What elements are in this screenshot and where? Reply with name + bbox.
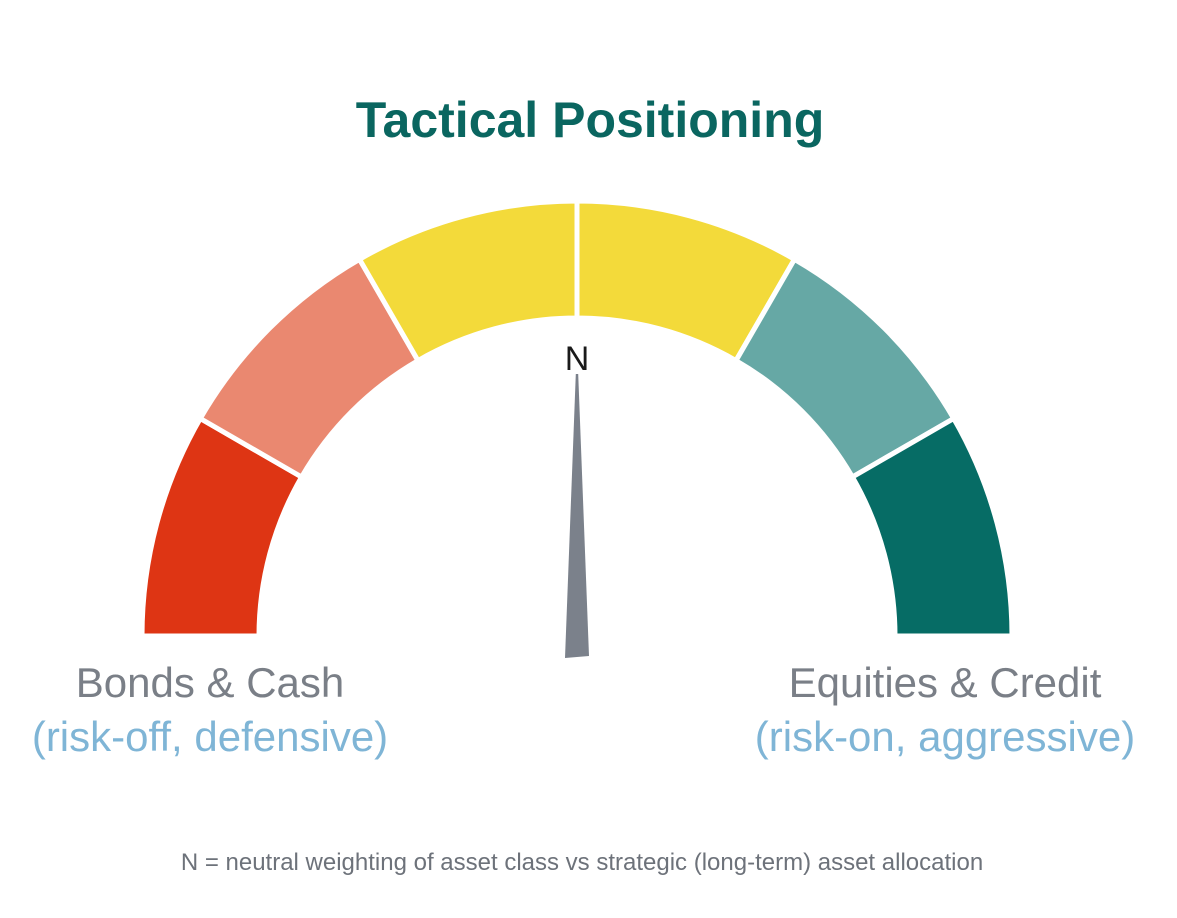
right-pole-sublabel: (risk-on, aggressive): [755, 713, 1135, 760]
gauge-segment-6: [848, 415, 1015, 639]
neutral-marker-label: N: [565, 340, 590, 378]
left-pole-sublabel: (risk-off, defensive): [32, 713, 388, 760]
footnote: N = neutral weighting of asset class vs …: [181, 849, 983, 876]
gauge-needle: [565, 374, 589, 658]
chart-title: Tactical Positioning: [356, 92, 825, 148]
right-pole-label: Equities & Credit: [789, 659, 1102, 706]
gauge-segments: [139, 198, 1015, 639]
gauge-needle-group: [565, 374, 589, 658]
left-pole-label: Bonds & Cash: [76, 659, 345, 706]
